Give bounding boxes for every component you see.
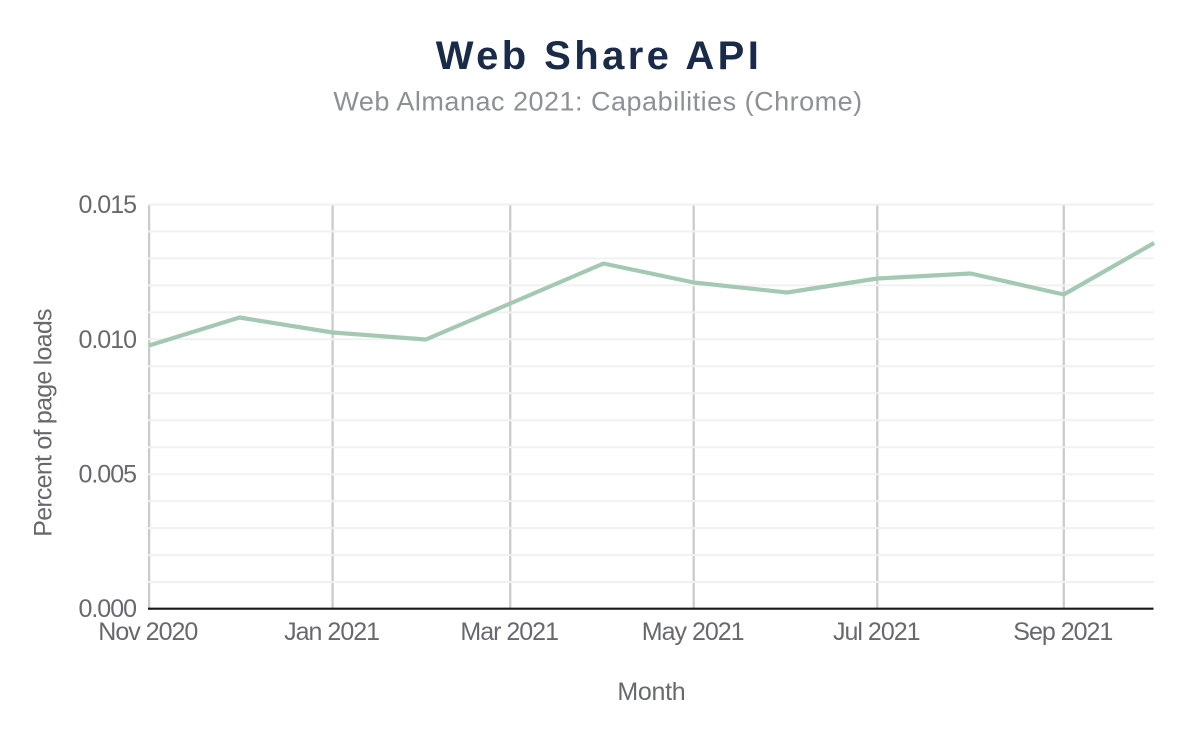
svg-text:Mar 2021: Mar 2021 (460, 618, 558, 646)
svg-text:May 2021: May 2021 (642, 618, 744, 646)
svg-text:Jan 2021: Jan 2021 (284, 618, 379, 646)
svg-text:Sep 2021: Sep 2021 (1013, 618, 1112, 646)
svg-text:0.000: 0.000 (78, 595, 136, 623)
svg-text:Web Share API: Web Share API (436, 34, 763, 78)
svg-text:Month: Month (617, 678, 685, 706)
svg-text:0.015: 0.015 (78, 191, 136, 219)
svg-text:0.010: 0.010 (78, 326, 136, 354)
svg-text:Web Almanac 2021: Capabilities: Web Almanac 2021: Capabilities (Chrome) (333, 87, 862, 117)
svg-text:Percent of page loads: Percent of page loads (30, 309, 58, 537)
svg-text:Jul 2021: Jul 2021 (833, 618, 920, 646)
svg-text:0.005: 0.005 (78, 461, 136, 489)
svg-text:Nov 2020: Nov 2020 (98, 618, 197, 646)
